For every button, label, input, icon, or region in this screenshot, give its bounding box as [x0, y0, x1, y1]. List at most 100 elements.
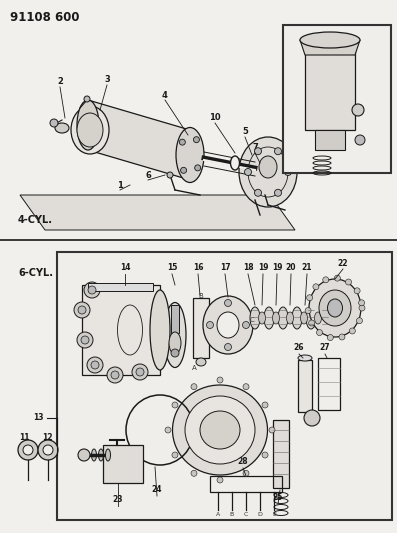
Ellipse shape [328, 299, 343, 317]
Text: C: C [244, 513, 248, 518]
Polygon shape [300, 40, 360, 55]
Ellipse shape [250, 307, 260, 329]
Text: 9: 9 [372, 93, 378, 101]
Ellipse shape [300, 32, 360, 48]
Circle shape [77, 332, 93, 348]
Circle shape [84, 282, 100, 298]
Circle shape [269, 427, 275, 433]
Text: 25: 25 [273, 494, 283, 503]
Text: 5: 5 [242, 127, 248, 136]
Bar [210, 476, 282, 492]
Circle shape [172, 452, 178, 458]
Ellipse shape [258, 312, 266, 324]
Text: 8: 8 [288, 110, 293, 119]
Text: 22: 22 [338, 259, 348, 268]
Text: 17: 17 [220, 263, 230, 272]
Ellipse shape [301, 312, 308, 324]
Ellipse shape [203, 296, 253, 354]
Circle shape [285, 168, 291, 175]
Ellipse shape [259, 156, 277, 178]
Text: 2: 2 [57, 77, 63, 86]
Ellipse shape [164, 303, 186, 367]
Ellipse shape [185, 396, 255, 464]
Circle shape [245, 168, 252, 175]
Text: 6: 6 [145, 171, 151, 180]
Text: A: A [216, 513, 220, 518]
Text: 4-CYL.: 4-CYL. [18, 215, 53, 225]
Ellipse shape [71, 106, 109, 154]
Ellipse shape [306, 307, 316, 329]
Text: 14: 14 [120, 263, 130, 272]
Circle shape [254, 148, 262, 155]
Ellipse shape [239, 137, 297, 207]
Text: B: B [198, 293, 203, 299]
Circle shape [193, 136, 199, 143]
Circle shape [191, 470, 197, 477]
Text: 20: 20 [286, 263, 296, 272]
Circle shape [262, 452, 268, 458]
Circle shape [354, 288, 360, 294]
Ellipse shape [150, 290, 170, 370]
Circle shape [305, 308, 311, 313]
Text: D: D [258, 513, 262, 518]
Circle shape [359, 305, 365, 311]
Circle shape [274, 148, 281, 155]
Text: 19: 19 [258, 263, 268, 272]
Circle shape [358, 300, 364, 306]
Text: A: A [192, 365, 197, 371]
Bar [57, 252, 392, 520]
Circle shape [171, 349, 179, 357]
Circle shape [355, 135, 365, 145]
Circle shape [181, 167, 187, 173]
Circle shape [23, 445, 33, 455]
Text: 24: 24 [152, 486, 162, 495]
Circle shape [334, 275, 340, 281]
Circle shape [111, 371, 119, 379]
Circle shape [224, 300, 231, 306]
Circle shape [304, 410, 320, 426]
Bar [88, 283, 153, 291]
Circle shape [262, 402, 268, 408]
Ellipse shape [287, 312, 293, 324]
Circle shape [18, 440, 38, 460]
Text: 10: 10 [209, 114, 221, 123]
Circle shape [224, 343, 231, 351]
Ellipse shape [292, 307, 302, 329]
Bar [103, 445, 143, 483]
Circle shape [191, 384, 197, 390]
Text: 21: 21 [302, 263, 312, 272]
Bar [273, 420, 289, 488]
Circle shape [167, 172, 173, 178]
Bar [171, 305, 179, 333]
Circle shape [43, 445, 53, 455]
Ellipse shape [77, 113, 103, 147]
Ellipse shape [173, 385, 268, 475]
Circle shape [352, 104, 364, 116]
Bar [193, 298, 209, 358]
Text: 4: 4 [162, 91, 168, 100]
Circle shape [91, 361, 99, 369]
Text: 19: 19 [272, 263, 282, 272]
Ellipse shape [319, 290, 351, 326]
Text: 6-CYL.: 6-CYL. [18, 268, 53, 278]
Ellipse shape [91, 449, 96, 461]
Ellipse shape [320, 307, 330, 329]
Ellipse shape [196, 358, 206, 366]
Text: D: D [320, 302, 326, 308]
Ellipse shape [77, 100, 99, 150]
Circle shape [195, 165, 200, 171]
Circle shape [84, 96, 90, 102]
Circle shape [339, 334, 345, 340]
Circle shape [172, 402, 178, 408]
Circle shape [81, 336, 89, 344]
Circle shape [217, 377, 223, 383]
Text: 27: 27 [320, 343, 330, 352]
Circle shape [308, 320, 314, 326]
Ellipse shape [55, 123, 69, 133]
Circle shape [132, 364, 148, 380]
Circle shape [316, 329, 322, 336]
Circle shape [107, 367, 123, 383]
Bar [305, 40, 355, 130]
Bar [315, 130, 345, 150]
Circle shape [78, 449, 90, 461]
